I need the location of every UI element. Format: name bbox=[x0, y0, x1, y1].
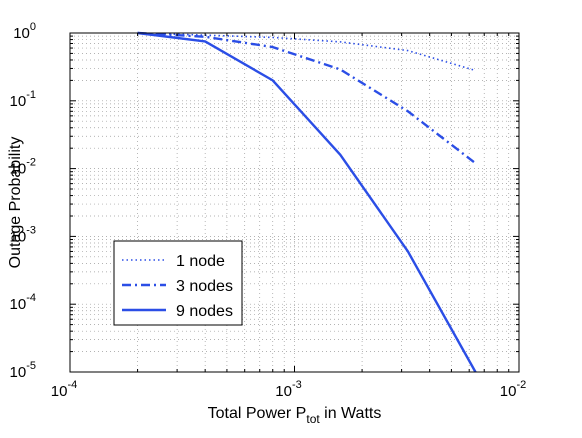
legend-label-9-nodes: 9 nodes bbox=[176, 303, 233, 320]
legend: 1 node 3 nodes 9 nodes bbox=[113, 240, 243, 326]
x-tick-label: 10-3 bbox=[275, 379, 301, 400]
y-tick-label-base: 10 bbox=[10, 364, 27, 381]
x-tick-label: 10-2 bbox=[500, 379, 526, 400]
y-tick-label: 10-4 bbox=[10, 292, 36, 313]
y-tick-label-base: 10 bbox=[10, 161, 27, 178]
x-tick-label-base: 10 bbox=[500, 383, 517, 400]
x-tick-label-exponent: -3 bbox=[292, 379, 302, 391]
axis-ticks bbox=[69, 33, 519, 373]
y-tick-label-exponent: -3 bbox=[26, 224, 36, 236]
x-tick-label-exponent: -2 bbox=[516, 379, 526, 391]
y-tick-label-base: 10 bbox=[10, 228, 27, 245]
x-axis-title-suffix: in Watts bbox=[320, 405, 382, 422]
y-tick-label: 10-3 bbox=[10, 224, 36, 245]
y-axis-title: Outage Probability bbox=[7, 137, 24, 269]
series-group bbox=[137, 31, 477, 373]
y-tick-label-exponent: 0 bbox=[30, 21, 36, 33]
series-line-9-nodes bbox=[137, 31, 477, 373]
y-tick-label: 10-2 bbox=[10, 157, 36, 178]
y-tick-label-exponent: -4 bbox=[26, 292, 36, 304]
x-tick-label-exponent: -4 bbox=[67, 379, 77, 391]
y-tick-label: 10-5 bbox=[10, 360, 36, 381]
x-axis-title-prefix: Total Power P bbox=[208, 405, 307, 422]
series-line-3-nodes bbox=[137, 31, 477, 165]
x-axis-title: Total Power Ptot in Watts bbox=[208, 405, 382, 426]
x-tick-label: 10-4 bbox=[51, 379, 77, 400]
x-tick-label-base: 10 bbox=[51, 383, 68, 400]
y-tick-label-base: 10 bbox=[10, 93, 27, 110]
y-tick-label: 100 bbox=[13, 21, 36, 42]
legend-label-3-nodes: 3 nodes bbox=[176, 278, 233, 295]
y-tick-label-exponent: -2 bbox=[26, 157, 36, 169]
x-axis-title-subscript: tot bbox=[306, 412, 320, 426]
y-tick-label-base: 10 bbox=[10, 296, 27, 313]
y-tick-label-exponent: -1 bbox=[26, 89, 36, 101]
y-tick-label-exponent: -5 bbox=[26, 360, 36, 372]
legend-label-1-node: 1 node bbox=[176, 253, 225, 270]
y-tick-label-base: 10 bbox=[13, 25, 30, 42]
y-tick-label: 10-1 bbox=[10, 89, 36, 110]
x-tick-label-base: 10 bbox=[275, 383, 292, 400]
